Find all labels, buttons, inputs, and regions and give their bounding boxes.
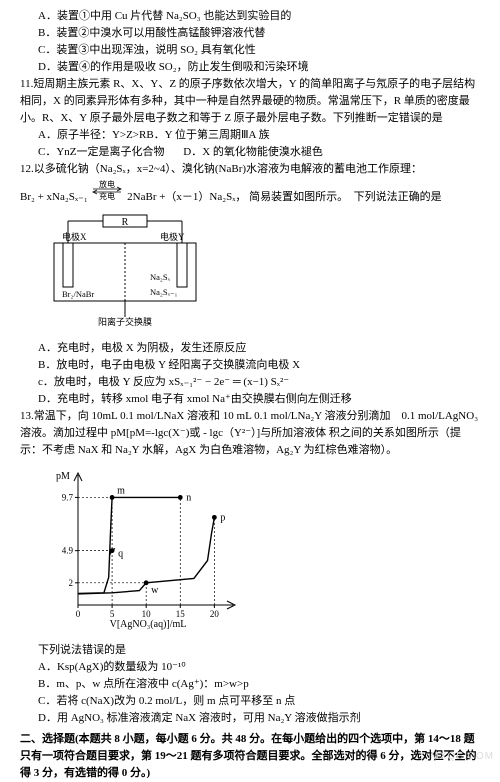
watermark: MXQE.COM — [430, 749, 494, 765]
svg-text:15: 15 — [176, 609, 186, 619]
q12-opt-c: c．放电时，电极 Y 反应为 xSₓ₋₁²⁻ − 2e⁻ ═ (x−1) Sₓ²… — [38, 374, 480, 391]
eq-right: 2NaBr +（x－1）Na₂Sₓ， — [127, 191, 246, 203]
eq-top: 放电 — [99, 180, 115, 189]
svg-text:R: R — [122, 217, 129, 228]
q11-opt-c: C．YnZ一定是离子化合物 — [38, 146, 165, 158]
svg-text:9.7: 9.7 — [62, 492, 74, 502]
svg-text:Br₂/NaBr: Br₂/NaBr — [62, 289, 94, 299]
svg-text:w: w — [151, 585, 159, 596]
svg-text:电极X: 电极X — [62, 231, 87, 242]
svg-text:4.9: 4.9 — [62, 546, 74, 556]
q12-opt-d: D．充电时，转移 xmol 电子有 xmol Na⁺由交换膜右侧向左侧迁移 — [38, 391, 480, 408]
svg-text:Na₂Sₓ₋₁: Na₂Sₓ₋₁ — [150, 287, 178, 297]
eq-left: Br₂ + xNa₂Sₓ₋₁ — [20, 191, 88, 203]
svg-text:q: q — [118, 549, 123, 560]
q13-lead: 下列说法错误的是 — [38, 642, 480, 659]
q12-body1: 12.以多硫化钠（Na₂Sₓ，x=2~4）、溴化钠(NaBr)水溶液为电解液的蓄… — [20, 161, 480, 178]
svg-text:5: 5 — [110, 609, 115, 619]
q13-opt-c: C．若将 c(NaX)改为 0.2 mol/L，则 m 点可平移至 n 点 — [38, 693, 480, 710]
q13-chart: pM 2 4.9 9.7 0 5 10 15 20 m n p q w V[AgNO₃(aq)]/m… — [48, 465, 480, 636]
q12-equation: Br₂ + xNa₂Sₓ₋₁ 放电 充电 2NaBr +（x－1）Na₂Sₓ， … — [20, 180, 480, 206]
section2-title: 二、选择题(本题共 8 小题，每小题 6 分。共 48 分。在每小题给出的四个选… — [20, 731, 480, 782]
q12-opt-b: B．放电时，电子由电极 Y 经阳离子交换膜流向电极 X — [38, 357, 480, 374]
svg-text:pM: pM — [56, 471, 70, 482]
svg-text:V[AgNO₃(aq)]/mL: V[AgNO₃(aq)]/mL — [110, 619, 187, 630]
q12-diagram: R 电极X 电极Y Br₂/NaBr Na₂Sₓ Na₂Sₓ₋₁ 阳离子交换膜 — [48, 213, 480, 334]
q12-opt-a: A．充电时，电极 X 为阴极，发生还原反应 — [38, 340, 480, 357]
svg-text:0: 0 — [76, 609, 81, 619]
q10-opt-c: C．装置③中出现浑浊，说明 SO₂ 具有氧化性 — [38, 42, 480, 59]
svg-text:10: 10 — [142, 609, 152, 619]
svg-text:20: 20 — [210, 609, 220, 619]
svg-text:m: m — [117, 485, 125, 496]
eq-arrows: 放电 充电 — [90, 180, 124, 206]
q13-opt-b: B．m、p、w 点所在溶液中 c(Ag⁺)：m>w>p — [38, 676, 480, 693]
eq-bot: 充电 — [99, 191, 115, 200]
q13-body: 13.常温下，向 10mL 0.1 mol/LNaX 溶液和 10 mL 0.1… — [20, 408, 480, 459]
q13-opt-a: A．Ksp(AgX)的数量级为 10⁻¹⁰ — [38, 659, 480, 676]
q10-opt-a: A．装置①中用 Cu 片代替 Na₂SO₃ 也能达到实验目的 — [38, 8, 480, 25]
q11-opt-a: A．原子半径：Y>Z>RB．Y 位于第三周期ⅢA 族 — [38, 129, 270, 141]
q10-opt-d: D．装置④的作用是吸收 SO₂，防止发生倒吸和污染环境 — [38, 59, 480, 76]
q10-opt-b: B．装置②中溴水可以用酸性高锰酸钾溶液代替 — [38, 25, 480, 42]
svg-text:2: 2 — [69, 578, 74, 588]
svg-text:阳离子交换膜: 阳离子交换膜 — [98, 316, 152, 327]
svg-text:p: p — [220, 512, 225, 523]
q12-body2: 简易装置如图所示。 下列说法正确的是 — [249, 191, 442, 203]
svg-text:Na₂Sₓ: Na₂Sₓ — [150, 272, 171, 282]
q13-opt-d: D．用 AgNO₃ 标准溶液滴定 NaX 溶液时，可用 Na₂Y 溶液做指示剂 — [38, 710, 480, 727]
svg-text:n: n — [186, 492, 191, 503]
svg-text:电极Y: 电极Y — [160, 231, 185, 242]
q11-opt-d: D．X 的氧化物能使溴水褪色 — [183, 146, 323, 158]
q11-body: 11.短周期主族元素 R、X、Y、Z 的原子序数依次增大，Y 的简单阳离子与氖原… — [20, 76, 480, 127]
